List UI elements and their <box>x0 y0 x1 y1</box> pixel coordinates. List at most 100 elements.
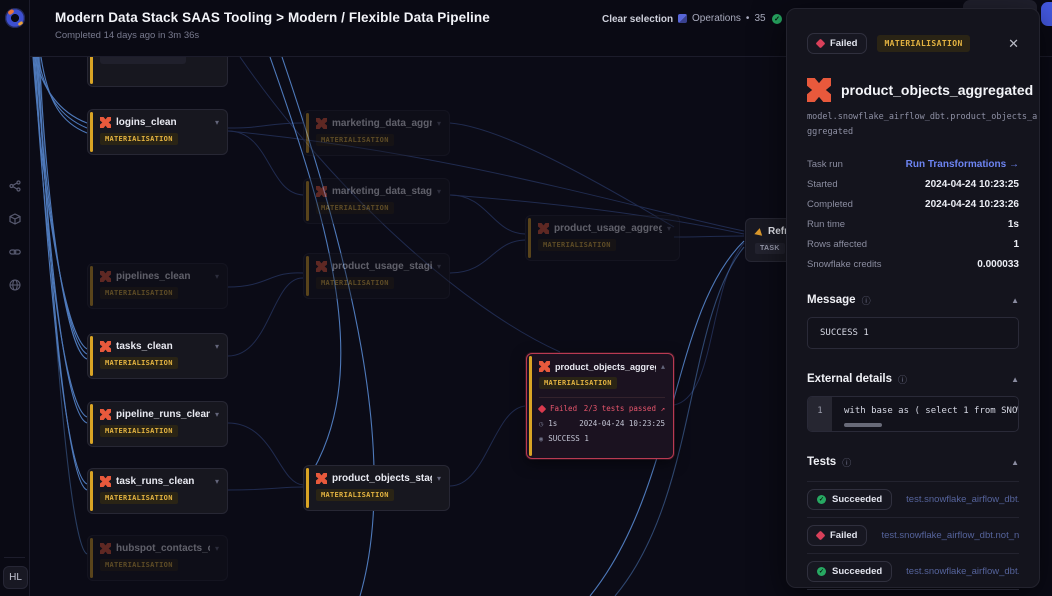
chevron-down-icon[interactable]: ▾ <box>214 342 219 351</box>
horizontal-scrollbar[interactable] <box>844 422 882 427</box>
chevron-down-icon[interactable]: ▾ <box>436 187 441 196</box>
close-icon[interactable]: ✕ <box>1008 36 1019 51</box>
run-transformations-link[interactable]: Run Transformations → <box>905 158 1019 170</box>
clear-selection-button[interactable]: Clear selection <box>602 14 674 25</box>
materialisation-badge: MATERIALISATION <box>316 489 394 501</box>
failed-diamond-icon <box>537 404 547 413</box>
test-row: ✓ Succeeded test.snowflake_airflow_dbt.n… <box>807 554 1019 590</box>
node-accent <box>306 468 309 508</box>
dag-node-task-runs-clean[interactable]: task_runs_clean ▾ MATERIALISATION <box>87 468 228 514</box>
collapse-caret-icon[interactable]: ▲ <box>1011 295 1019 305</box>
dag-node-product-usage-aggregated[interactable]: product_usage_aggregated ▾ MATERIALISATI… <box>525 215 680 261</box>
node-title: pipeline_runs_clean <box>116 409 210 420</box>
dbt-icon <box>316 473 327 484</box>
dag-node-product-objects-staging[interactable]: product_objects_staging ▾ MATERIALISATIO… <box>303 465 450 511</box>
collapse-caret-icon[interactable]: ▲ <box>1011 457 1019 467</box>
clock-icon: ◷ <box>539 419 544 428</box>
pipeline-graph-icon[interactable] <box>9 180 21 192</box>
line-number: 1 <box>808 396 832 431</box>
info-icon[interactable]: ⓘ <box>861 295 871 306</box>
dbt-icon <box>807 78 831 102</box>
started-value: 2024-04-24 10:23:25 <box>925 178 1019 190</box>
test-link[interactable]: test.snowflake_airflow_dbt.not_null_pr <box>906 565 1019 577</box>
collapse-caret-icon[interactable]: ▲ <box>1011 374 1019 384</box>
completed-value: 2024-04-24 10:23:26 <box>925 198 1019 210</box>
node-accent <box>528 218 531 258</box>
materialisation-badge: MATERIALISATION <box>316 202 394 214</box>
run-status-subtitle: Completed 14 days ago in 3m 36s <box>55 30 200 41</box>
tests-summary-link[interactable]: 2/3 tests passed ↗ <box>583 404 665 413</box>
dag-node-hubspot-contacts-clean[interactable]: hubspot_contacts_clean ▾ MATERIALISATION <box>87 535 228 581</box>
materialisation-badge: MATERIALISATION <box>538 239 616 251</box>
chevron-down-icon[interactable]: ▾ <box>214 477 219 486</box>
status-dot-icon: ◉ <box>539 434 544 443</box>
dbt-icon <box>100 271 111 282</box>
chevron-down-icon[interactable]: ▾ <box>436 262 441 271</box>
dag-node-pipeline-runs-clean[interactable]: pipeline_runs_clean ▾ MATERIALISATION <box>87 401 228 447</box>
test-status-label: Failed <box>830 529 858 541</box>
dag-node-marketing-data-staging[interactable]: marketing_data_staging ▾ MATERIALISATION <box>303 178 450 224</box>
node-accent <box>90 112 93 152</box>
test-status-pill: Failed <box>807 524 868 546</box>
dbt-icon <box>100 476 111 487</box>
chevron-up-icon[interactable]: ▴ <box>660 362 665 371</box>
dbt-icon <box>539 361 550 372</box>
dag-node-product-objects-aggregated-selected[interactable]: product_objects_aggregated ▴ MATERIALISA… <box>526 353 674 459</box>
materialisation-badge: MATERIALISATION <box>316 277 394 289</box>
test-link[interactable]: test.snowflake_airflow_dbt.not_null_pr <box>881 529 1019 541</box>
external-code-block[interactable]: 1 with base as ( select 1 from SNOWFLAKE <box>807 395 1019 432</box>
chevron-down-icon[interactable]: ▾ <box>214 544 219 553</box>
chevron-down-icon[interactable]: ▾ <box>214 118 219 127</box>
dag-node-tasks-clean[interactable]: tasks_clean ▾ MATERIALISATION <box>87 333 228 379</box>
dag-node-product-usage-staging[interactable]: product_usage_staging ▾ MATERIALISATION <box>303 253 450 299</box>
globe-icon[interactable] <box>9 279 21 291</box>
node-title: pipelines_clean <box>116 271 191 282</box>
chevron-down-icon[interactable]: ▾ <box>214 410 219 419</box>
operations-sep: • <box>745 13 750 24</box>
cube-icon[interactable] <box>9 213 21 225</box>
failed-diamond-icon <box>815 530 826 541</box>
operations-counter[interactable]: Operations • 35 <box>678 13 766 24</box>
test-status-label: Succeeded <box>832 493 883 505</box>
node-title: product_usage_aggregated <box>554 223 662 234</box>
succeeded-check-icon: ✓ <box>817 494 826 504</box>
info-icon[interactable]: ⓘ <box>842 457 852 468</box>
test-link[interactable]: test.snowflake_airflow_dbt.unique_pro <box>906 493 1019 505</box>
dag-node-clipped[interactable] <box>87 57 228 87</box>
node-accent <box>306 181 309 221</box>
node-title: hubspot_contacts_clean <box>116 543 210 554</box>
status-pill-label: Failed <box>830 38 858 49</box>
dag-node-pipelines-clean[interactable]: pipelines_clean ▾ MATERIALISATION <box>87 263 228 309</box>
task-run-label: Task run <box>807 158 843 170</box>
node-title: product_objects_staging <box>332 473 432 484</box>
dag-node-marketing-data-aggregated[interactable]: marketing_data_aggregated ▾ MATERIALISAT… <box>303 110 450 156</box>
test-row: ✓ Succeeded test.snowflake_airflow_dbt.u… <box>807 482 1019 518</box>
dbt-icon <box>316 261 327 272</box>
node-accent <box>90 471 93 511</box>
primary-button[interactable] <box>1041 2 1052 26</box>
message-box: SUCCESS 1 <box>807 316 1019 349</box>
dag-node-logins-clean[interactable]: logins_clean ▾ MATERIALISATION <box>87 109 228 155</box>
rows-affected-label: Rows affected <box>807 238 868 250</box>
app-logo[interactable] <box>5 8 25 28</box>
node-accent <box>529 356 532 456</box>
info-icon[interactable]: ⓘ <box>898 374 908 385</box>
chevron-down-icon[interactable]: ▾ <box>214 272 219 281</box>
code-line: with base as ( select 1 from SNOWFLAKE <box>844 405 1018 416</box>
link-icon[interactable] <box>9 246 21 258</box>
dbt-icon <box>316 186 327 197</box>
node-title: product_usage_staging <box>332 261 432 272</box>
chevron-down-icon[interactable]: ▾ <box>436 119 441 128</box>
external-details-heading: External details <box>807 373 893 386</box>
materialisation-badge: MATERIALISATION <box>100 133 178 145</box>
status-pill-failed: Failed <box>807 33 868 54</box>
node-accent <box>90 538 93 578</box>
chevron-down-icon[interactable]: ▾ <box>666 224 671 233</box>
dbt-icon <box>100 543 111 554</box>
materialisation-badge: MATERIALISATION <box>100 357 178 369</box>
chevron-down-icon[interactable]: ▾ <box>436 474 441 483</box>
node-accent <box>306 113 309 153</box>
user-avatar[interactable]: HL <box>3 566 28 589</box>
materialisation-badge: MATERIALISATION <box>539 377 617 389</box>
